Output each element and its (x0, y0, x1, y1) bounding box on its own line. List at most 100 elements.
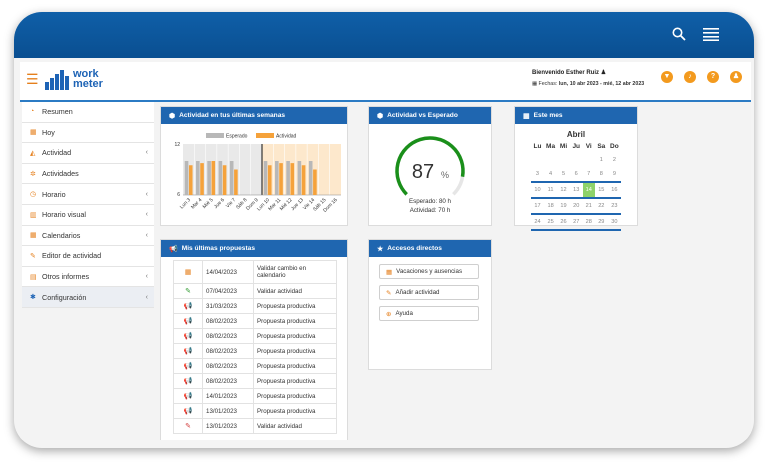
help-button[interactable]: ? (707, 71, 719, 83)
calendar-day[interactable]: 17 (531, 198, 544, 215)
notifications-button[interactable]: ♪ (684, 71, 696, 83)
table-row[interactable]: ▦ 14/04/2023 Validar cambio en calendario (173, 260, 337, 284)
calendar-day[interactable]: 26 (557, 214, 570, 231)
calendar-day[interactable]: 22 (594, 198, 608, 215)
calendar-day[interactable]: 4 (543, 167, 558, 183)
table-row[interactable]: ✎ 13/01/2023 Validar actividad (173, 418, 337, 434)
table-row[interactable]: 📢 08/02/2023 Propuesta productiva (173, 373, 337, 389)
user-icon: ♟ (732, 73, 740, 80)
table-row[interactable]: 📢 08/02/2023 Propuesta productiva (173, 358, 337, 374)
calendar-day[interactable]: 7 (582, 167, 595, 183)
calendar-day[interactable]: 13 (569, 182, 583, 199)
calendar-day[interactable]: 3 (531, 167, 544, 183)
shortcut-help[interactable]: ⊕ Ayuda (379, 306, 479, 321)
table-row[interactable]: 📢 31/03/2023 Propuesta productiva (173, 298, 337, 314)
chevron-left-icon[interactable]: ‹ (145, 231, 148, 239)
table-icon: ▤ (30, 273, 37, 281)
calendar-day[interactable]: 12 (557, 182, 570, 199)
app-topbar (14, 12, 754, 58)
bar-expected (218, 161, 223, 195)
sidebar-item-resumen[interactable]: ◔ Resumen (22, 102, 154, 123)
chevron-left-icon[interactable]: ‹ (145, 293, 148, 301)
sidebar-item-hoy[interactable]: ▦ Hoy (22, 122, 154, 144)
calendar-day[interactable]: 16 (607, 182, 621, 199)
table-row[interactable]: 📢 13/01/2023 Propuesta productiva (173, 403, 337, 419)
table-row[interactable]: 📢 08/02/2023 Propuesta productiva (173, 343, 337, 359)
calendar-day[interactable]: 23 (607, 198, 621, 215)
calendar-icon: ▦ (30, 129, 37, 137)
bar-activity (188, 165, 193, 195)
bar-activity (200, 163, 204, 195)
hamburger-icon[interactable]: ☰ (26, 71, 39, 87)
sidebar-item-label: Actividad (42, 148, 72, 158)
weekday-header: Mi (559, 143, 568, 150)
app-header: ☰ work meter Bienvenido Esther Ruiz ♟ ▦ F… (20, 62, 751, 102)
chevron-left-icon[interactable]: ‹ (145, 149, 148, 157)
calendar-day[interactable]: 20 (569, 198, 583, 215)
sidebar-item-label: Horario (42, 189, 66, 199)
menu-icon[interactable] (703, 28, 719, 41)
help-icon: ? (710, 73, 716, 80)
bar-expected (263, 161, 268, 195)
calendar-day[interactable]: 8 (594, 167, 608, 183)
proposal-text: Propuesta productiva (253, 373, 337, 389)
calendar-day[interactable]: 2 (612, 157, 616, 163)
calendar-day[interactable]: 25 (543, 214, 558, 231)
chevron-left-icon[interactable]: ‹ (145, 190, 148, 198)
shortcut-edit[interactable]: ✎ Añadir actividad (379, 285, 479, 300)
calendar-day[interactable]: 19 (557, 198, 570, 215)
calendar-day[interactable]: 18 (543, 198, 558, 215)
table-row[interactable]: 📢 08/02/2023 Propuesta productiva (173, 328, 337, 344)
x-tick-label: Mié 5 (202, 197, 215, 210)
calendar-day[interactable]: 14 (582, 182, 595, 199)
proposal-date: 08/02/2023 (202, 373, 254, 389)
sidebar-item-label: Hoy (42, 127, 55, 137)
chevron-left-icon[interactable]: ‹ (145, 211, 148, 219)
sidebar-item-horario-visual[interactable]: ▥ Horario visual ‹ (22, 204, 154, 226)
dashboard-icon: ◔ (30, 108, 35, 116)
gauge-panel: ⬢ Actividad vs Esperado 87 % Esperado: 80… (368, 106, 492, 226)
sidebar-item-otros-informes[interactable]: ▤ Otros informes ‹ (22, 266, 154, 288)
sidebar-item-horario[interactable]: ◷ Horario ‹ (22, 184, 154, 205)
table-row[interactable]: 📢 14/01/2023 Propuesta productiva (173, 388, 337, 404)
table-row[interactable]: 📢 08/02/2023 Propuesta productiva (173, 313, 337, 329)
proposal-date: 14/01/2023 (202, 388, 254, 404)
chevron-left-icon[interactable]: ‹ (145, 273, 148, 281)
sidebar-item-label: Horario visual (42, 210, 86, 220)
proposal-text: Propuesta productiva (253, 388, 337, 404)
calendar-day[interactable]: 10 (531, 182, 544, 199)
calendar-day[interactable]: 6 (569, 167, 583, 183)
search-icon[interactable] (672, 27, 686, 41)
filter-button[interactable]: ▼ (661, 71, 673, 83)
gauge-panel-header: ⬢ Actividad vs Esperado (369, 107, 491, 124)
sidebar-item-actividad[interactable]: ◭ Actividad ‹ (22, 143, 154, 164)
bar-expected (184, 161, 189, 195)
legend-swatch-expected (206, 133, 224, 138)
calendar-day[interactable]: 11 (543, 182, 558, 199)
table-row[interactable]: ✎ 07/04/2023 Validar actividad (173, 283, 337, 299)
proposal-date: 08/02/2023 (202, 358, 254, 374)
calendar-day[interactable]: 1 (599, 157, 603, 163)
sidebar-item-configuración[interactable]: ✱ Configuración ‹ (22, 287, 154, 308)
calendar-day[interactable]: 29 (594, 214, 608, 231)
clock-icon: ◷ (30, 191, 37, 199)
gauge-fill (395, 136, 465, 196)
bar-activity (222, 165, 227, 195)
sidebar-item-calendarios[interactable]: ▦ Calendarios ‹ (22, 225, 154, 247)
workmeter-logo[interactable]: work meter (45, 68, 125, 94)
calendar-day[interactable]: 27 (569, 214, 583, 231)
sidebar-item-label: Editor de actividad (42, 251, 102, 261)
calendar-day[interactable]: 30 (607, 214, 621, 231)
calendar-day[interactable]: 28 (582, 214, 595, 231)
sidebar-item-actividades[interactable]: ✲ Actividades (22, 163, 154, 185)
calendar-day[interactable]: 21 (582, 198, 595, 215)
user-button[interactable]: ♟ (730, 71, 742, 83)
sidebar-item-editor-de-actividad[interactable]: ✎ Editor de actividad (22, 246, 154, 267)
shortcut-calendar[interactable]: ▦ Vacaciones y ausencias (379, 264, 479, 279)
proposal-date: 08/02/2023 (202, 313, 254, 329)
calendar-day[interactable]: 15 (594, 182, 608, 199)
calendar-day[interactable]: 9 (607, 167, 621, 183)
calendar-day[interactable]: 5 (557, 167, 570, 183)
calendar-day[interactable]: 24 (531, 214, 544, 231)
